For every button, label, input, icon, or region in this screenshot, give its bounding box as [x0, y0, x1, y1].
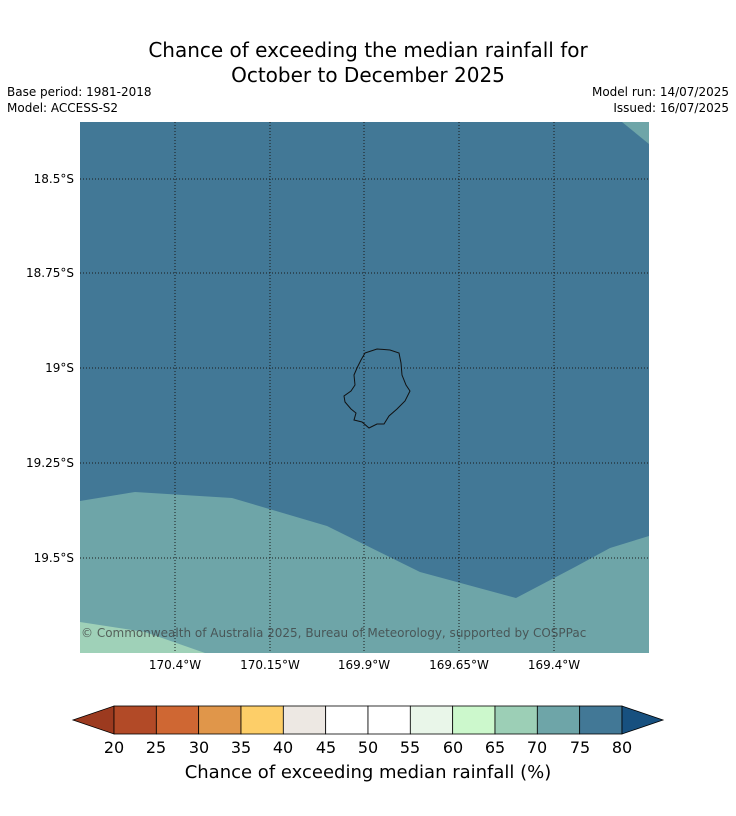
issued-date: Issued: 16/07/2025 — [613, 101, 729, 115]
region-70-75-northeast — [622, 122, 649, 144]
colorbar-cell-25-30 — [155, 705, 200, 735]
lat-label-19-5: 19.5°S — [33, 551, 74, 565]
region-65-70-southwest — [80, 622, 205, 653]
title-line-2: October to December 2025 — [231, 63, 505, 87]
colorbar-tick-35: 35 — [230, 738, 252, 757]
colorbar-tick-30: 30 — [188, 738, 210, 757]
gridlines — [80, 122, 649, 653]
colorbar-cell-60-65 — [452, 705, 496, 735]
colorbar-under-arrow — [71, 705, 115, 735]
colorbar-tick-65: 65 — [484, 738, 506, 757]
lon-label-170-4: 170.4°W — [148, 658, 202, 672]
colorbar-tick-25: 25 — [145, 738, 167, 757]
colorbar-cells — [113, 705, 623, 735]
colorbar-tick-80: 80 — [611, 738, 633, 757]
model-name: Model: ACCESS-S2 — [7, 101, 119, 115]
map-title: Chance of exceeding the median rainfall … — [0, 38, 736, 88]
lon-label-169-4: 169.4°W — [527, 658, 581, 672]
lat-label-18-5: 18.5°S — [33, 172, 74, 186]
colorbar-tick-60: 60 — [442, 738, 464, 757]
model-run: Model run: 14/07/2025 — [591, 85, 729, 99]
colorbar-tick-20: 20 — [103, 738, 125, 757]
colorbar-tick-50: 50 — [357, 738, 379, 757]
colorbar-cell-45-50 — [325, 705, 369, 735]
colorbar-cell-55-60 — [409, 705, 454, 735]
colorbar-cell-75-80 — [579, 705, 623, 735]
lon-label-170-15: 170.15°W — [240, 658, 300, 672]
colorbar-title: Chance of exceeding median rainfall (%) — [184, 762, 552, 783]
lon-label-169-65: 169.65°W — [429, 658, 489, 672]
colorbar-cell-70-75 — [536, 705, 581, 735]
colorbar-tick-70: 70 — [526, 738, 548, 757]
colorbar-cell-20-25 — [113, 705, 157, 735]
colorbar-cell-35-40 — [240, 705, 284, 735]
map-area — [80, 122, 649, 653]
colorbar-tick-55: 55 — [399, 738, 421, 757]
lon-label-169-9: 169.9°W — [337, 658, 391, 672]
colorbar-cell-65-70 — [494, 705, 538, 735]
colorbar-cell-40-45 — [282, 705, 327, 735]
colorbar-tick-45: 45 — [315, 738, 337, 757]
colorbar-cell-50-55 — [367, 705, 411, 735]
colorbar-cell-30-35 — [198, 705, 242, 735]
niue-island-outline — [343, 348, 411, 429]
colorbar-tick-75: 75 — [569, 738, 591, 757]
lat-label-19: 19°S — [45, 361, 74, 375]
copyright-notice: © Commonwealth of Australia 2025, Bureau… — [81, 626, 587, 640]
meta-right: Model run: 14/07/2025 Issued: 16/07/2025 — [592, 84, 729, 116]
colorbar-tick-40: 40 — [272, 738, 294, 757]
colorbar-over-arrow — [621, 705, 665, 735]
colorbar — [71, 705, 665, 735]
base-period: Base period: 1981-2018 — [7, 85, 152, 99]
title-line-1: Chance of exceeding the median rainfall … — [148, 38, 588, 62]
lat-label-19-25: 19.25°S — [26, 456, 74, 470]
lat-label-18-75: 18.75°S — [26, 266, 74, 280]
meta-left: Base period: 1981-2018 Model: ACCESS-S2 — [7, 84, 152, 116]
